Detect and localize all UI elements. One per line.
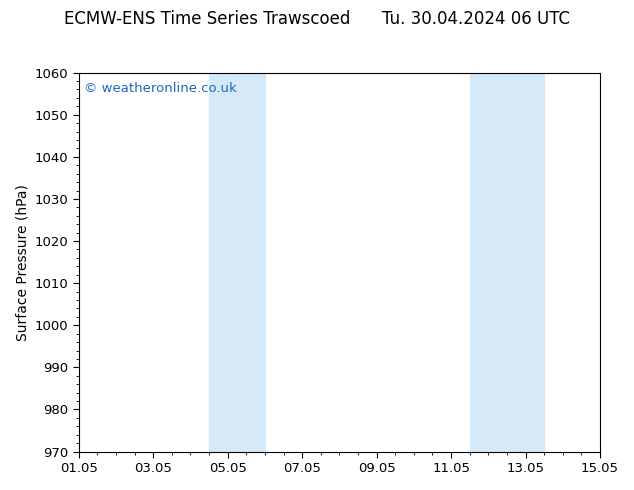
Bar <box>470 73 544 452</box>
Text: ECMW-ENS Time Series Trawscoed      Tu. 30.04.2024 06 UTC: ECMW-ENS Time Series Trawscoed Tu. 30.04… <box>64 10 570 28</box>
Bar <box>209 73 265 452</box>
Y-axis label: Surface Pressure (hPa): Surface Pressure (hPa) <box>15 184 29 341</box>
Text: © weatheronline.co.uk: © weatheronline.co.uk <box>84 82 236 95</box>
